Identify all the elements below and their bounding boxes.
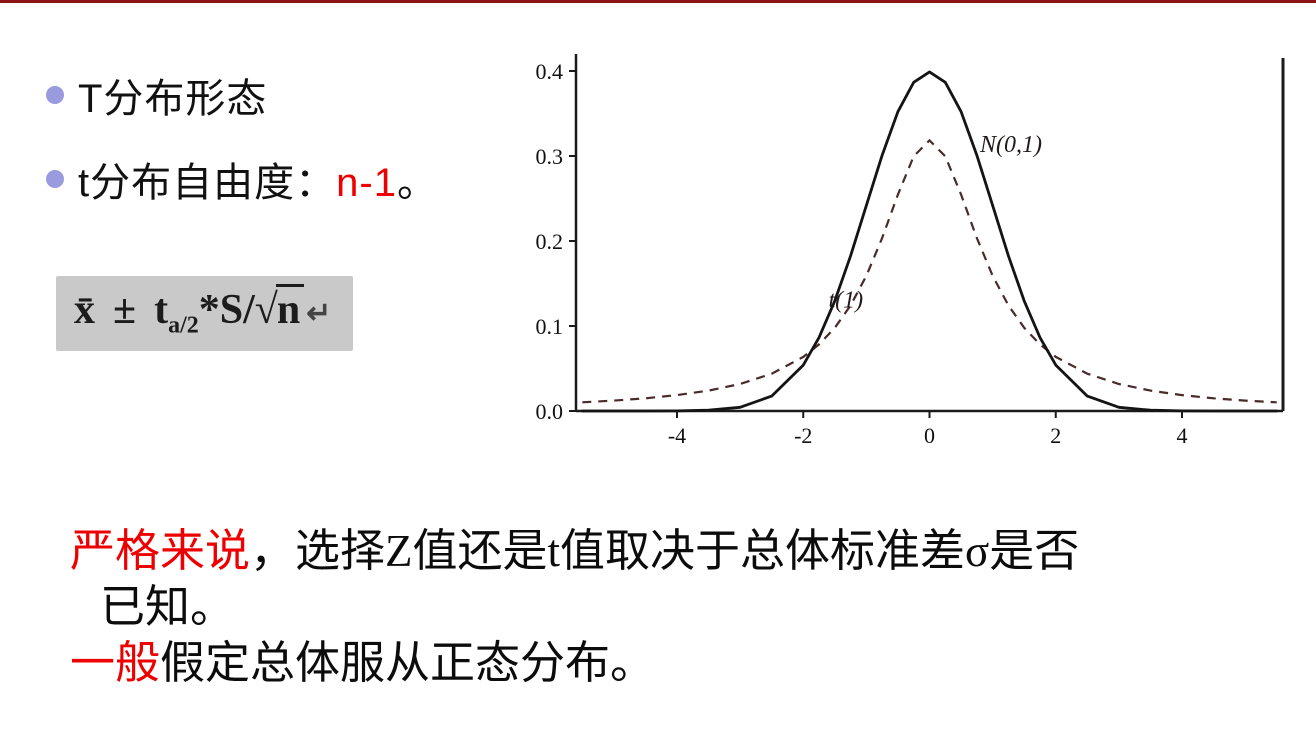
p1-line2: 已知。 (100, 581, 236, 632)
distribution-chart: -4 -2 0 2 4 0.0 0.1 0.2 0.3 0.4 N(0,1) t(1) (536, 54, 1285, 448)
bullet-2-prefix: t分布自由度： (78, 161, 337, 205)
svg-text:0.2: 0.2 (536, 229, 564, 254)
p1-rest: ，选择Z值还是t值取决于总体标准差σ是否 (250, 526, 1080, 576)
bullet-icon (46, 86, 64, 104)
formula-t-subscript: a/2 (168, 312, 199, 339)
bullet-list: T分布形态 t分布自由度：n-1。 (46, 66, 438, 234)
formula-xbar: x̄ (74, 287, 95, 333)
bullet-item-2: t分布自由度：n-1。 (46, 150, 438, 208)
p2-rest: 假定总体服从正态分布。 (160, 637, 656, 688)
chart-container: -4 -2 0 2 4 0.0 0.1 0.2 0.3 0.4 N(0,1) t(1) (486, 36, 1298, 472)
annotation-N(0,1): N(0,1) (979, 132, 1042, 158)
p2-highlight: 一般 (70, 637, 161, 688)
formula-block: x̄ ± ta/2*S/√n ↵ (56, 276, 354, 352)
y-axis-ticks: 0.0 0.1 0.2 0.3 0.4 (536, 59, 576, 424)
t-curve (582, 138, 1277, 404)
bullet-icon (46, 170, 64, 188)
svg-text:4: 4 (1177, 423, 1188, 448)
svg-text:2: 2 (1050, 423, 1061, 448)
bullet-1-text: T分布形态 (78, 77, 268, 121)
svg-text:0.4: 0.4 (536, 59, 564, 84)
bullet-2-highlight: n-1 (336, 161, 397, 205)
svg-text:0: 0 (924, 423, 935, 448)
paragraph-1: 严格来说，选择Z值还是t值取决于总体标准差σ是否 已知。 (70, 524, 1290, 636)
body-paragraphs: 严格来说，选择Z值还是t值取决于总体标准差σ是否 已知。 一般假定总体服从正态分… (70, 524, 1290, 691)
bullet-2-suffix: 。 (396, 161, 438, 205)
radical-sign: √ (254, 287, 278, 333)
p1-highlight: 严格来说 (70, 526, 251, 576)
formula-middle: *S/ (198, 287, 255, 333)
bullet-2-text: t分布自由度：n-1。 (78, 150, 438, 208)
bullet-item-1: T分布形态 (46, 66, 438, 124)
top-border-line (0, 0, 1316, 3)
svg-text:-4: -4 (668, 423, 686, 448)
normal-curve (580, 70, 1279, 413)
chart-axes (574, 54, 1285, 413)
svg-text:-2: -2 (794, 423, 812, 448)
svg-text:0.3: 0.3 (536, 144, 564, 169)
radicand: n (275, 284, 305, 333)
svg-text:0.0: 0.0 (536, 399, 564, 424)
svg-text:0.1: 0.1 (536, 314, 564, 339)
x-axis-ticks: -4 -2 0 2 4 (668, 411, 1188, 448)
annotation-t(1): t(1) (829, 287, 864, 313)
formula-plus-minus: ± (113, 287, 137, 333)
curve-labels: N(0,1) t(1) (829, 132, 1043, 314)
paragraph-2: 一般假定总体服从正态分布。 (70, 636, 1290, 692)
return-mark-icon: ↵ (306, 297, 332, 330)
formula-t: t (154, 287, 169, 333)
